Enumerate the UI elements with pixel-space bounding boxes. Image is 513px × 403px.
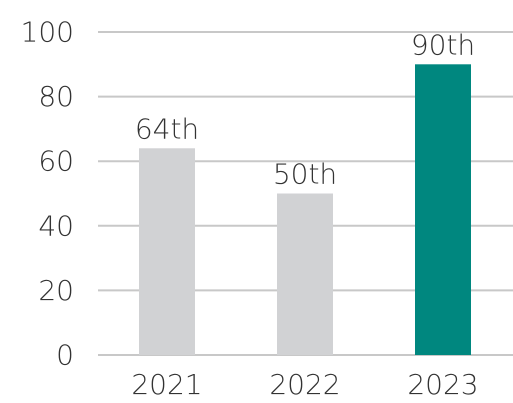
x-tick-label-2023: 2023 bbox=[407, 368, 478, 401]
bars bbox=[139, 64, 471, 356]
data-labels: 64th 50th 90th bbox=[135, 28, 475, 190]
data-label-2021: 64th bbox=[135, 112, 199, 145]
x-tick-label-2021: 2021 bbox=[131, 368, 202, 401]
y-tick-label: 40 bbox=[38, 209, 74, 242]
data-label-2023: 90th bbox=[411, 28, 475, 61]
y-axis-ticks: 0 20 40 60 80 100 bbox=[21, 16, 74, 372]
y-tick-label: 60 bbox=[38, 145, 74, 178]
y-tick-label: 100 bbox=[21, 16, 74, 49]
x-tick-label-2022: 2022 bbox=[269, 368, 340, 401]
y-tick-label: 20 bbox=[38, 274, 74, 307]
bar-2022 bbox=[277, 193, 333, 355]
bar-2023 bbox=[415, 64, 471, 356]
x-axis-ticks: 2021 2022 2023 bbox=[131, 368, 478, 401]
data-label-2022: 50th bbox=[273, 158, 337, 191]
bar-2021 bbox=[139, 148, 195, 355]
y-tick-label: 80 bbox=[38, 80, 74, 113]
y-tick-label: 0 bbox=[56, 339, 74, 372]
